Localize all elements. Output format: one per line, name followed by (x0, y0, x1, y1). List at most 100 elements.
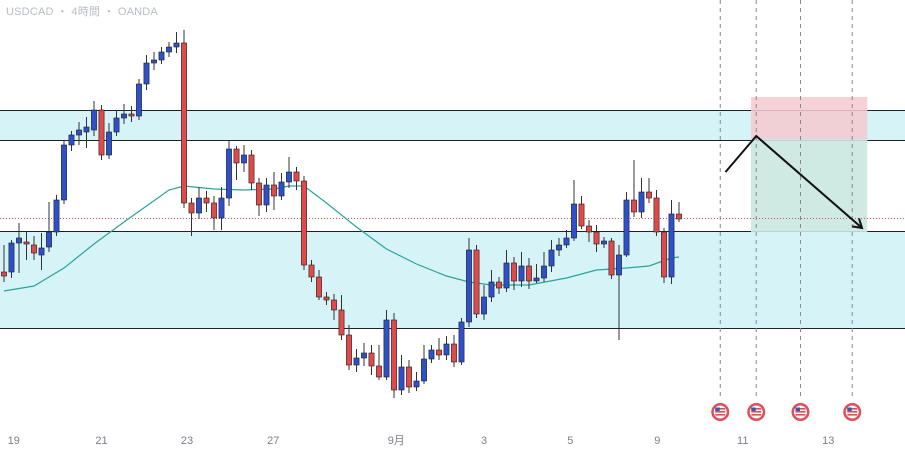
candle (563, 230, 570, 248)
candle (653, 190, 660, 236)
candle-body (308, 264, 315, 278)
candle (256, 178, 262, 216)
candle-body (526, 265, 532, 282)
timeframe-label: 4時間 (71, 6, 101, 18)
candle (16, 223, 22, 273)
candle-body (391, 319, 397, 391)
candle (421, 345, 427, 384)
symbol-label: USDCAD (6, 6, 54, 18)
candle-body (646, 191, 652, 199)
candle-body (241, 154, 247, 164)
x-tick-label: 23 (181, 435, 193, 447)
candle (233, 146, 240, 180)
candle-body (383, 319, 390, 378)
candle-body (443, 343, 450, 356)
candle-body (676, 213, 682, 220)
candles-layer (1, 30, 682, 398)
flag-canton (715, 407, 720, 411)
flag-stripe (751, 414, 762, 416)
candle (578, 196, 585, 229)
candle (158, 47, 165, 64)
candle (31, 236, 37, 260)
candle (646, 178, 652, 203)
candle (473, 245, 480, 318)
candle-body (533, 277, 540, 282)
candle (458, 318, 465, 365)
candle (676, 202, 682, 222)
candle (533, 264, 540, 283)
candle-body (316, 276, 322, 298)
moving-average-layer (3, 185, 680, 292)
candle-body (76, 129, 82, 136)
flag-canton (751, 407, 756, 411)
candle (406, 360, 412, 393)
candle-body (233, 148, 240, 164)
candle-body (113, 117, 120, 133)
candle-body (361, 352, 367, 359)
candle-body (518, 265, 525, 282)
candle-body (293, 171, 300, 182)
candle (316, 270, 322, 300)
candle-body (23, 241, 30, 245)
candle-body (8, 242, 15, 273)
candle (383, 310, 390, 380)
flag-canton (795, 407, 800, 411)
candle (188, 198, 195, 236)
moving-average-line (3, 185, 680, 292)
candle-body (473, 249, 480, 315)
candle-body (638, 191, 645, 213)
candle (128, 106, 135, 122)
candle-body (136, 83, 142, 117)
candle-body (578, 203, 585, 227)
candle-body (436, 349, 442, 356)
candle (98, 105, 105, 160)
candle (608, 238, 615, 279)
candle (278, 173, 285, 200)
candle (398, 355, 405, 395)
candle-body (286, 171, 292, 183)
candle-body (593, 231, 600, 245)
flag-stripe (715, 411, 726, 413)
candle-body (466, 249, 472, 323)
candle (413, 372, 420, 391)
x-tick-label: 19 (8, 435, 20, 447)
candle-body (511, 262, 517, 282)
flag-canton (847, 407, 852, 411)
x-tick-label: 11 (737, 435, 748, 447)
candle (76, 122, 82, 145)
candle (61, 141, 67, 204)
candle (631, 160, 637, 217)
candle (308, 260, 315, 282)
candle-body (203, 197, 210, 204)
candle (173, 32, 180, 53)
candle-body (331, 299, 337, 311)
candle-body (496, 281, 502, 289)
candle (218, 187, 225, 230)
candle-body (406, 366, 412, 388)
x-tick-label: 5 (567, 435, 573, 447)
candle (376, 345, 382, 380)
candle-body (128, 113, 135, 117)
projection-arrow (724, 134, 863, 229)
candle-body (488, 281, 495, 298)
candle (121, 104, 127, 124)
candle-body (653, 197, 660, 233)
candle-body (278, 181, 285, 197)
candle (91, 101, 97, 136)
candle-body (226, 148, 232, 199)
candle (451, 335, 457, 367)
candle-body (271, 184, 277, 197)
candle-body (301, 180, 307, 266)
x-tick-label: 9 (654, 435, 660, 447)
flag-stripe (715, 408, 726, 410)
candle-body (106, 131, 112, 156)
projection-arrow-layer (724, 134, 864, 230)
x-tick-label: 13 (822, 435, 834, 447)
candle-body (53, 199, 60, 233)
candle-body (368, 352, 375, 367)
candle-body (46, 231, 52, 248)
candle (23, 232, 30, 260)
candle (518, 252, 525, 287)
candle (593, 225, 600, 252)
